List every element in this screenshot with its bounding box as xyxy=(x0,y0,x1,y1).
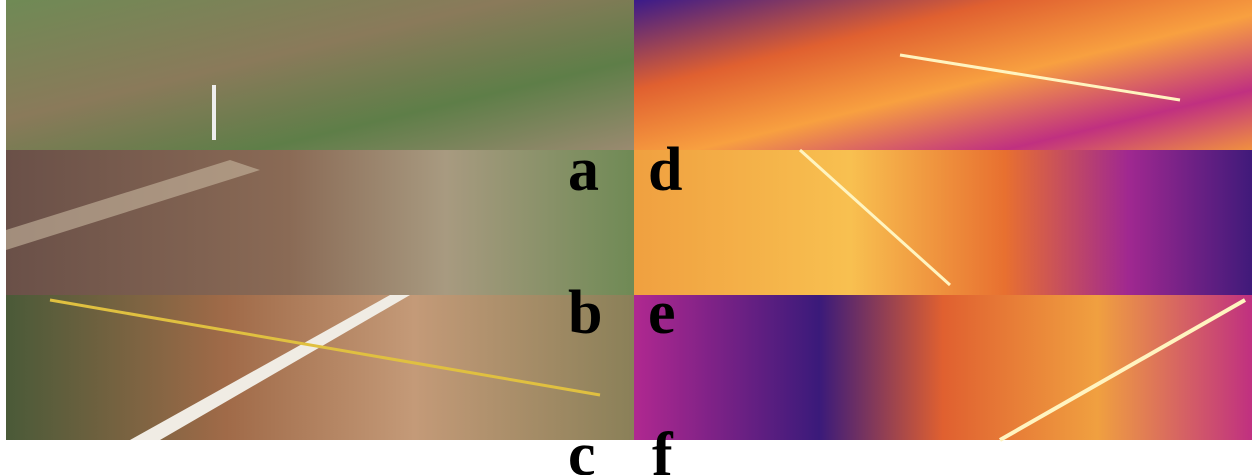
panel-label: c xyxy=(568,421,596,475)
panel-label: b xyxy=(568,279,602,347)
photo xyxy=(6,150,634,295)
thermal-image xyxy=(634,295,1252,440)
thermal-image xyxy=(634,150,1252,295)
thermal-image xyxy=(634,0,1252,150)
panels xyxy=(6,0,1252,440)
panel-label: d xyxy=(648,136,682,204)
marker-pole xyxy=(212,85,216,140)
panel-label: e xyxy=(648,279,676,347)
figure: a b c d e f xyxy=(0,0,1259,475)
panel-label: f xyxy=(652,421,674,475)
photo xyxy=(6,295,634,440)
panel-label: a xyxy=(568,136,599,204)
photo xyxy=(6,0,634,150)
